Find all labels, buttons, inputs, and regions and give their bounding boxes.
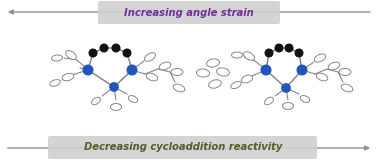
Circle shape xyxy=(83,65,93,75)
Circle shape xyxy=(285,44,293,52)
Ellipse shape xyxy=(110,104,121,111)
Ellipse shape xyxy=(51,55,62,61)
Ellipse shape xyxy=(231,52,243,58)
FancyBboxPatch shape xyxy=(98,1,280,24)
Circle shape xyxy=(112,44,120,52)
Ellipse shape xyxy=(209,80,222,88)
Ellipse shape xyxy=(171,68,183,76)
Ellipse shape xyxy=(146,73,158,81)
Circle shape xyxy=(89,49,97,57)
Ellipse shape xyxy=(316,73,328,81)
Ellipse shape xyxy=(341,84,353,92)
Circle shape xyxy=(297,65,307,75)
Ellipse shape xyxy=(265,97,273,105)
Ellipse shape xyxy=(339,68,351,76)
Ellipse shape xyxy=(314,54,325,62)
Circle shape xyxy=(123,49,131,57)
Ellipse shape xyxy=(66,51,76,60)
Circle shape xyxy=(110,83,118,91)
Ellipse shape xyxy=(173,84,185,92)
Ellipse shape xyxy=(62,73,74,81)
Circle shape xyxy=(295,49,303,57)
Ellipse shape xyxy=(282,103,293,109)
Ellipse shape xyxy=(241,75,253,83)
Ellipse shape xyxy=(91,97,101,105)
Ellipse shape xyxy=(243,52,254,60)
Ellipse shape xyxy=(217,68,229,76)
Text: Decreasing cycloaddition reactivity: Decreasing cycloaddition reactivity xyxy=(84,143,282,152)
Ellipse shape xyxy=(300,96,310,102)
Ellipse shape xyxy=(50,80,60,86)
Ellipse shape xyxy=(159,62,171,70)
FancyBboxPatch shape xyxy=(48,136,317,159)
Ellipse shape xyxy=(197,69,209,77)
Ellipse shape xyxy=(128,96,138,102)
Circle shape xyxy=(100,44,108,52)
Circle shape xyxy=(127,65,137,75)
Ellipse shape xyxy=(144,53,155,61)
Circle shape xyxy=(265,49,273,57)
Circle shape xyxy=(282,84,290,92)
Ellipse shape xyxy=(206,59,220,67)
Ellipse shape xyxy=(328,62,340,70)
Circle shape xyxy=(261,65,271,75)
Circle shape xyxy=(275,44,283,52)
Ellipse shape xyxy=(231,81,241,89)
Text: Increasing angle strain: Increasing angle strain xyxy=(124,8,254,17)
